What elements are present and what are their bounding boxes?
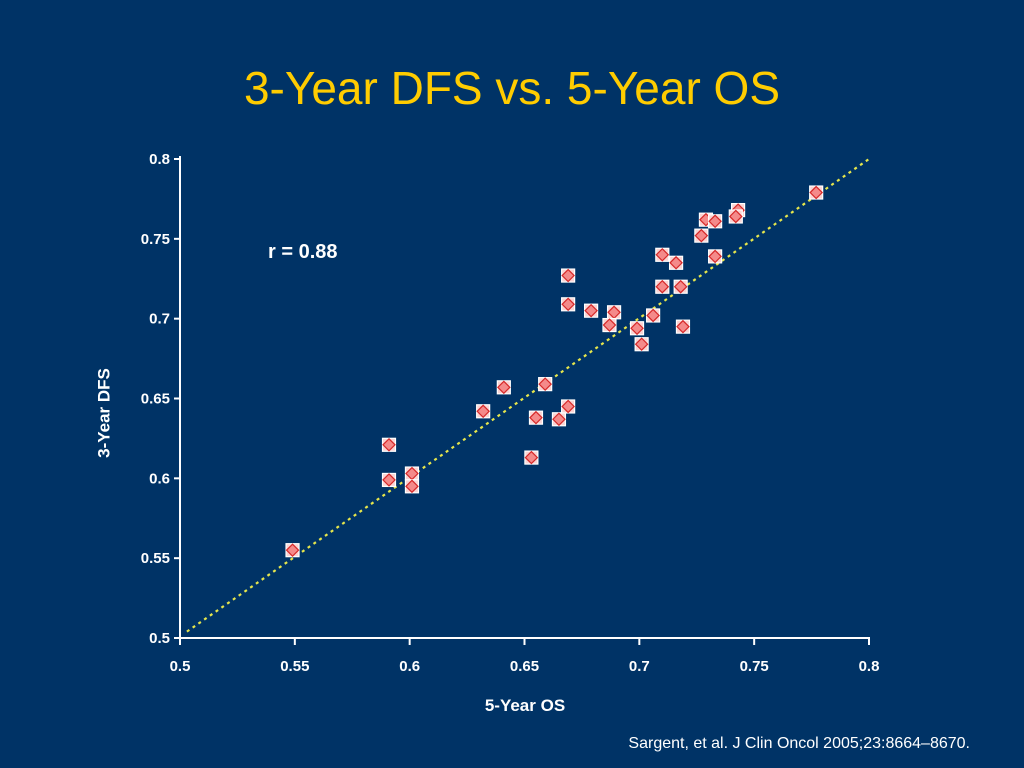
y-tick-label: 0.55 [141, 550, 170, 567]
citation: Sargent, et al. J Clin Oncol 2005;23:866… [628, 735, 970, 752]
data-point-diamond [655, 247, 670, 262]
data-point [561, 268, 576, 283]
data-point [602, 317, 617, 333]
x-tick-label: 0.7 [629, 658, 650, 675]
data-points [285, 185, 824, 558]
fit-line-layer [186, 158, 870, 633]
x-tick-label: 0.65 [510, 658, 539, 675]
data-point [708, 214, 723, 229]
data-point-diamond [676, 319, 690, 334]
data-point-diamond [552, 412, 566, 427]
data-point-diamond [285, 543, 300, 558]
data-point [728, 209, 743, 224]
data-point [629, 321, 645, 336]
data-point-diamond [669, 255, 683, 270]
data-point-diamond [728, 209, 743, 224]
data-point [285, 543, 300, 558]
data-point [668, 255, 684, 270]
x-ticks: 0.5 0.55 0.6 0.65 0.7 0.75 0.8 [170, 638, 880, 675]
data-point-diamond [602, 318, 617, 332]
data-point-diamond [708, 214, 722, 229]
data-point [381, 437, 397, 452]
data-point [538, 377, 553, 392]
data-point-diamond [809, 185, 824, 200]
x-tick-label: 0.55 [280, 658, 309, 675]
data-point [524, 450, 539, 465]
data-point-diamond [382, 473, 396, 487]
data-point-diamond [538, 377, 553, 391]
axes [179, 156, 870, 639]
data-point [634, 337, 649, 352]
data-point-diamond [476, 404, 491, 419]
data-point [655, 279, 670, 294]
x-tick-label: 0.5 [170, 658, 191, 675]
data-point-diamond [673, 279, 688, 294]
data-point [561, 297, 576, 312]
data-point [561, 399, 576, 414]
data-point-diamond [529, 410, 543, 425]
data-point-diamond [630, 321, 644, 336]
y-tick-label: 0.8 [149, 151, 170, 168]
data-point-diamond [524, 450, 539, 465]
data-point [606, 305, 622, 320]
data-point-diamond [405, 479, 419, 494]
data-point [476, 404, 491, 419]
data-point-diamond [561, 297, 575, 312]
data-point-diamond [496, 380, 511, 395]
data-point-diamond [382, 437, 396, 452]
data-point [404, 479, 420, 494]
y-tick-label: 0.65 [141, 391, 170, 408]
correlation-annotation: r = 0.88 [268, 241, 338, 263]
data-point-diamond [646, 308, 660, 323]
slide-title: 3-Year DFS vs. 5-Year OS [243, 62, 781, 114]
data-point [584, 303, 599, 318]
x-axis-title: 5-Year OS [485, 696, 565, 715]
y-axis-title: 3-Year DFS [94, 368, 113, 458]
data-point-diamond [634, 337, 649, 352]
data-point-diamond [561, 399, 575, 414]
data-point-diamond [584, 303, 598, 318]
data-point-diamond [561, 268, 575, 283]
data-point [551, 412, 567, 427]
x-tick-label: 0.6 [399, 658, 420, 675]
data-point [528, 410, 544, 425]
data-point-diamond [655, 279, 670, 294]
data-point-diamond [708, 249, 722, 264]
y-ticks: 0.5 0.55 0.6 0.65 0.7 0.75 0.8 [141, 151, 180, 647]
data-point [655, 247, 670, 262]
fit-line [186, 158, 870, 633]
y-tick-label: 0.7 [149, 311, 170, 328]
data-point [675, 319, 691, 334]
y-tick-label: 0.5 [149, 630, 170, 647]
y-tick-label: 0.75 [141, 231, 170, 248]
data-point [809, 185, 824, 200]
data-point [694, 228, 709, 243]
data-point [381, 472, 397, 488]
x-tick-label: 0.8 [859, 658, 880, 675]
data-point [496, 380, 511, 395]
data-point [646, 308, 661, 323]
y-tick-label: 0.6 [149, 470, 170, 487]
data-point [673, 279, 688, 294]
data-point-diamond [694, 228, 709, 243]
x-tick-label: 0.75 [740, 658, 769, 675]
data-point [708, 249, 723, 264]
data-point [404, 466, 420, 481]
